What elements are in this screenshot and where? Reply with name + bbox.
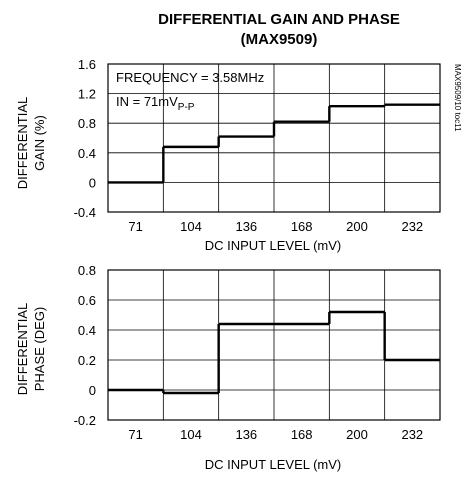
gain-ytick-label: 1.6	[78, 57, 96, 72]
gain-ylabel-line2: GAIN (%)	[32, 115, 47, 171]
gain-xtick-label: 136	[235, 219, 257, 234]
gain-plot: DIFFERENTIAL GAIN (%) FREQUENCY = 3.58MH…	[15, 57, 441, 253]
figure-title-line2: (MAX9509)	[241, 31, 318, 48]
phase-ytick-label: 0.8	[78, 263, 96, 278]
phase-xtick-label: 71	[128, 427, 142, 442]
gain-ylabel-line1: DIFFERENTIAL	[15, 97, 30, 189]
phase-ytick-label: -0.2	[74, 413, 96, 428]
phase-plot-frame	[107, 269, 441, 421]
phase-plot: DIFFERENTIAL PHASE (DEG) DC INPUT LEVEL …	[15, 263, 441, 472]
gain-xtick-label: 104	[180, 219, 202, 234]
gain-ytick-label: 0.8	[78, 116, 96, 131]
gain-xtick-label: 232	[401, 219, 423, 234]
phase-xtick-label: 168	[291, 427, 313, 442]
phase-ytick-label: 0.4	[78, 323, 96, 338]
gain-ytick-label: 1.2	[78, 87, 96, 102]
phase-ytick-label: 0.2	[78, 353, 96, 368]
phase-xtick-label: 104	[180, 427, 202, 442]
gain-ytick-label: -0.4	[74, 205, 96, 220]
phase-ylabel-line2: PHASE (DEG)	[32, 307, 47, 392]
figure-title-line1: DIFFERENTIAL GAIN AND PHASE	[158, 11, 400, 28]
phase-ytick-label: 0.6	[78, 293, 96, 308]
gain-ytick-label: 0	[89, 175, 96, 190]
toc-side-label: MAX9509/10 toc11	[453, 64, 461, 132]
gain-xlabel: DC INPUT LEVEL (mV)	[205, 238, 342, 253]
gain-annotation-input-main: IN = 71mV	[116, 94, 178, 109]
phase-xlabel: DC INPUT LEVEL (mV)	[205, 457, 342, 472]
phase-ytick-label: 0	[89, 383, 96, 398]
phase-ylabel-line1: DIFFERENTIAL	[15, 303, 30, 395]
phase-xtick-label: 136	[235, 427, 257, 442]
phase-xtick-label: 200	[346, 427, 368, 442]
gain-annotation-input-sub: P-P	[178, 102, 195, 113]
gain-xtick-label: 168	[291, 219, 313, 234]
phase-xtick-label: 232	[401, 427, 423, 442]
gain-ytick-label: 0.4	[78, 146, 96, 161]
gain-annotation-frequency: FREQUENCY = 3.58MHz	[116, 70, 264, 85]
gain-annotation-input: IN = 71mVP-P	[116, 94, 195, 113]
gain-plot-frame	[107, 63, 441, 213]
gain-xtick-label: 71	[128, 219, 142, 234]
gain-xtick-label: 200	[346, 219, 368, 234]
